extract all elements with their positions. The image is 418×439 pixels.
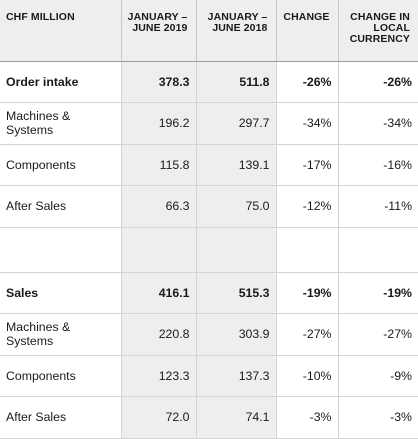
value-change — [276, 227, 339, 273]
value-change: -12% — [276, 185, 339, 228]
value-2018: 137.3 — [196, 355, 277, 397]
value-change: -10% — [276, 355, 339, 397]
row-label: Machines & Systems — [0, 102, 122, 145]
value-2019: 416.1 — [121, 272, 197, 314]
table-row: Components 115.8 139.1 -17% -16% — [0, 144, 418, 186]
row-label — [0, 227, 122, 273]
value-change-local: -11% — [338, 185, 418, 228]
value-change-local: -27% — [338, 313, 418, 356]
table-row: After Sales 66.3 75.0 -12% -11% — [0, 185, 418, 228]
value-change: -3% — [276, 396, 339, 439]
header-row: CHF MILLION JANUARY – JUNE 2019 JANUARY … — [0, 0, 418, 62]
row-label: Machines & Systems — [0, 313, 122, 356]
header-change-local: CHANGE IN LOCAL CURRENCY — [338, 0, 418, 62]
value-2018 — [196, 227, 277, 273]
value-change-local: -26% — [338, 61, 418, 103]
value-2018: 74.1 — [196, 396, 277, 439]
value-2019: 66.3 — [121, 185, 197, 228]
row-label: Order intake — [0, 61, 122, 103]
value-2019: 123.3 — [121, 355, 197, 397]
table-row: Components 123.3 137.3 -10% -9% — [0, 355, 418, 397]
table-row: After Sales 72.0 74.1 -3% -3% — [0, 396, 418, 439]
value-change: -19% — [276, 272, 339, 314]
value-change-local: -16% — [338, 144, 418, 186]
value-change-local: -34% — [338, 102, 418, 145]
header-change: CHANGE — [276, 0, 339, 62]
row-label: Sales — [0, 272, 122, 314]
table-row: Machines & Systems 220.8 303.9 -27% -27% — [0, 313, 418, 356]
value-change-local: -19% — [338, 272, 418, 314]
value-change-local: -9% — [338, 355, 418, 397]
value-2018: 139.1 — [196, 144, 277, 186]
row-label: After Sales — [0, 396, 122, 439]
table-row: Machines & Systems 196.2 297.7 -34% -34% — [0, 102, 418, 145]
row-label: Components — [0, 355, 122, 397]
row-label: After Sales — [0, 185, 122, 228]
table-row: Order intake 378.3 511.8 -26% -26% — [0, 61, 418, 103]
value-change-local: -3% — [338, 396, 418, 439]
table-row: Sales 416.1 515.3 -19% -19% — [0, 272, 418, 314]
value-2018: 75.0 — [196, 185, 277, 228]
value-2019 — [121, 227, 197, 273]
header-period-2019: JANUARY – JUNE 2019 — [121, 0, 197, 62]
value-change: -27% — [276, 313, 339, 356]
value-2018: 515.3 — [196, 272, 277, 314]
value-2019: 378.3 — [121, 61, 197, 103]
value-2019: 72.0 — [121, 396, 197, 439]
row-label: Components — [0, 144, 122, 186]
header-period-2018: JANUARY – JUNE 2018 — [196, 0, 277, 62]
value-change: -26% — [276, 61, 339, 103]
spacer-row — [0, 227, 418, 273]
value-2019: 196.2 — [121, 102, 197, 145]
value-change-local — [338, 227, 418, 273]
value-2018: 511.8 — [196, 61, 277, 103]
value-2018: 303.9 — [196, 313, 277, 356]
value-2019: 115.8 — [121, 144, 197, 186]
value-2018: 297.7 — [196, 102, 277, 145]
value-change: -34% — [276, 102, 339, 145]
value-change: -17% — [276, 144, 339, 186]
value-2019: 220.8 — [121, 313, 197, 356]
header-unit: CHF MILLION — [0, 0, 122, 62]
